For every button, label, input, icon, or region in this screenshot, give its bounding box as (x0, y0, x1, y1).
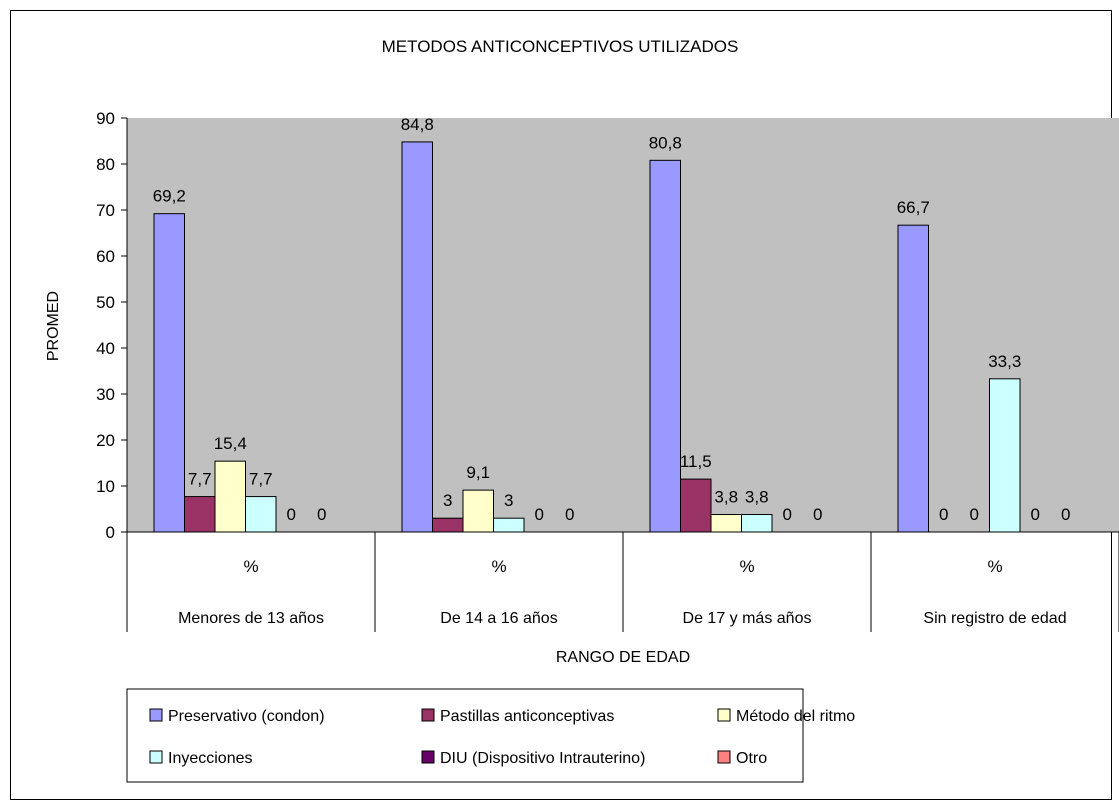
y-tick-label: 40 (96, 339, 115, 358)
data-label: 3,8 (745, 488, 769, 507)
legend-label: Otro (736, 750, 767, 767)
data-label: 3 (443, 491, 452, 510)
legend-swatch (149, 708, 163, 722)
y-tick-label: 60 (96, 247, 115, 266)
data-label: 0 (939, 505, 948, 524)
data-label: 9,1 (466, 463, 490, 482)
bar (401, 141, 433, 533)
legend: Preservativo (condon) Pastillas anticonce… (126, 688, 855, 783)
category-label: Sin registro de edad (923, 610, 1066, 627)
bar (432, 517, 464, 533)
data-label: 33,3 (988, 352, 1021, 371)
legend-swatch (421, 750, 435, 764)
category-label: De 14 a 16 años (440, 610, 557, 627)
data-label: 3,8 (714, 488, 738, 507)
data-label: 0 (813, 505, 822, 524)
data-label: 66,7 (897, 198, 930, 217)
data-label: 84,8 (401, 115, 434, 134)
y-tick-label: 80 (96, 155, 115, 174)
y-tick-label: 70 (96, 201, 115, 220)
data-label: 80,8 (649, 133, 682, 152)
data-label: 0 (783, 505, 792, 524)
data-label: 69,2 (153, 187, 186, 206)
bar (153, 213, 185, 533)
legend-box (126, 688, 804, 783)
y-tick-label: 50 (96, 293, 115, 312)
chart-title: METODOS ANTICONCEPTIVOS UTILIZADOS (382, 37, 739, 56)
category-label: Menores de 13 años (178, 610, 324, 627)
data-label: 0 (535, 505, 544, 524)
data-label: 7,7 (249, 470, 273, 489)
legend-swatch (421, 708, 435, 722)
legend-label: Método del ritmo (736, 708, 855, 725)
bar (245, 496, 277, 533)
category-label: De 17 y más años (683, 610, 812, 627)
category-sublabel: % (739, 557, 754, 576)
bar (710, 514, 742, 533)
legend-label: DIU (Dispositivo Intrauterino) (440, 750, 645, 767)
y-tick-label: 30 (96, 385, 115, 404)
category-sublabel: % (491, 557, 506, 576)
bar (214, 460, 246, 533)
data-label: 11,5 (680, 452, 712, 471)
legend-swatch (149, 750, 163, 764)
category-sublabel: % (243, 557, 258, 576)
legend-label: Preservativo (condon) (168, 708, 325, 725)
legend-label: Pastillas anticonceptivas (440, 708, 614, 725)
legend-swatch (717, 708, 731, 722)
bar (184, 496, 216, 533)
bar (493, 517, 525, 533)
data-label: 0 (1031, 505, 1040, 524)
data-label: 7,7 (188, 470, 212, 489)
y-tick-label: 10 (96, 477, 115, 496)
data-label: 0 (1061, 505, 1070, 524)
bar (649, 159, 681, 533)
legend-label: Inyecciones (168, 750, 253, 767)
y-tick-label: 0 (106, 523, 115, 542)
plot-background (127, 118, 1119, 532)
x-axis-label: RANGO DE EDAD (556, 649, 690, 666)
bar (989, 378, 1021, 533)
data-label: 0 (317, 505, 326, 524)
y-tick-label: 90 (96, 109, 115, 128)
bar (897, 224, 929, 533)
legend-swatch (717, 750, 731, 764)
data-label: 0 (287, 505, 296, 524)
bar (680, 478, 712, 533)
y-axis-label: PROMED (45, 291, 62, 361)
bar (462, 489, 494, 533)
bar (741, 514, 773, 533)
category-sublabel: % (987, 557, 1002, 576)
data-label: 3 (504, 491, 513, 510)
y-tick-label: 20 (96, 431, 115, 450)
data-label: 15,4 (214, 434, 247, 453)
data-label: 0 (565, 505, 574, 524)
data-label: 0 (970, 505, 979, 524)
